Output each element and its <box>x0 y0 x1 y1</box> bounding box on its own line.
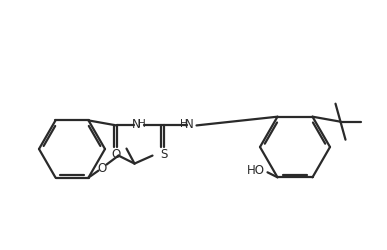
Text: H: H <box>180 119 187 129</box>
Text: HO: HO <box>247 163 264 176</box>
Text: N: N <box>185 118 194 130</box>
Text: O: O <box>112 147 121 160</box>
Text: S: S <box>160 147 167 160</box>
Text: N: N <box>132 118 141 130</box>
Text: O: O <box>98 162 107 174</box>
Text: H: H <box>138 119 146 129</box>
